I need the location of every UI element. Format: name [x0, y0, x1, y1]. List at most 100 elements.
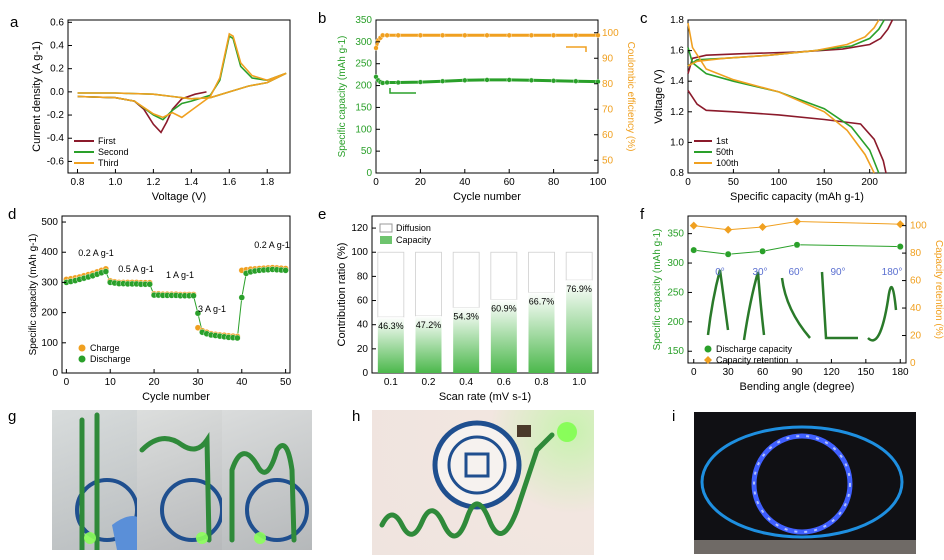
university-seal — [432, 420, 522, 510]
chart-a-series-third — [77, 32, 287, 119]
chart-f-capacity-point — [690, 246, 698, 254]
chart-b-ytick-label: 300 — [355, 37, 372, 48]
chart-e-capacity-bar — [528, 292, 555, 373]
chart-d-rate-annotation: 3 A g-1 — [198, 304, 226, 314]
small-circuit — [517, 425, 531, 437]
chart-e-capacity-bar — [415, 315, 442, 373]
photo-g-bent-drawing — [139, 431, 224, 544]
table-edge — [694, 540, 916, 554]
chart-d-xlabel: Cycle number — [142, 391, 210, 403]
chart-b-ytick-label: 50 — [361, 146, 373, 157]
chart-b-efficiency-point — [573, 32, 579, 38]
chart-b-ytick-label: 150 — [355, 102, 372, 113]
chart-f-xtick-label: 90 — [791, 367, 803, 378]
chart-e-xtick-label: 0.8 — [535, 377, 549, 388]
fiber-battery — [229, 443, 297, 543]
seal-emblem — [464, 452, 490, 478]
chart-d-discharge-point — [102, 268, 110, 275]
chart-d-discharge-point — [194, 310, 202, 317]
photo-h-drawing — [379, 420, 577, 539]
chart-c-ytick-label: 1.4 — [670, 76, 684, 87]
chart-f-retention-point — [689, 221, 698, 230]
chart-d-rate-annotation: 0.2 A g-1 — [78, 248, 114, 258]
chart-f-legend-label: Discharge capacity — [716, 344, 793, 354]
chart-e-capacity-bar — [453, 307, 480, 373]
panel-label-f: f — [640, 206, 645, 223]
chart-e-ytick-label: 60 — [357, 296, 369, 307]
chart-b-capacity-point — [484, 77, 490, 83]
chart-c-xtick-label: 100 — [770, 177, 787, 188]
chart-f-bend-curve — [742, 271, 766, 341]
chart-b-efficiency-point — [417, 32, 424, 38]
chart-a-ytick-label: -0.2 — [47, 110, 65, 121]
chart-d-ytick-label: 300 — [41, 277, 58, 288]
chart-c-series-1st — [687, 89, 887, 174]
chart-b-ytick-label: 250 — [355, 59, 372, 70]
chart-b-capacity-point — [528, 77, 535, 83]
chart-b-y2tick-label: 100 — [602, 28, 619, 39]
chart-f-ylabel: Specific capacity (mAh g-1) — [652, 229, 663, 351]
chart-b-xtick-label: 0 — [373, 177, 379, 188]
panel-label-i: i — [672, 408, 676, 425]
fiber-battery — [139, 431, 212, 543]
chart-d-ytick-label: 200 — [41, 308, 58, 319]
chart-b-ytick-label: 0 — [366, 168, 372, 179]
chart-d-rate-annotation: 0.2 A g-1 — [254, 240, 290, 250]
chart-b-y2tick-label: 50 — [602, 155, 614, 166]
chart-f-xtick-label: 60 — [757, 367, 769, 378]
chart-e-data-label: 76.9% — [566, 284, 592, 294]
chart-b-xtick-label: 100 — [590, 177, 607, 188]
panel-label-a: a — [10, 14, 19, 31]
chart-f-bend-curve — [820, 271, 858, 340]
panel-label-h: h — [352, 408, 361, 425]
chart-f-legend-label: Capacity retention — [716, 355, 789, 365]
chart-b-capacity-point — [380, 80, 386, 86]
chart-a-ytick-label: -0.6 — [47, 156, 65, 167]
chart-b-capacity-point — [550, 78, 557, 84]
chart-e-capacity-bar — [490, 299, 517, 373]
chart-b-y2tick-label: 60 — [602, 130, 614, 141]
chart-b-capacity-point — [506, 77, 512, 83]
chart-d-ytick-label: 500 — [41, 217, 58, 228]
chart-f-bend-curve — [867, 286, 898, 342]
chart-e-ytick-label: 0 — [362, 368, 368, 379]
chart-d-ytick-label: 400 — [41, 247, 58, 258]
chart-a-legend-label: First — [98, 136, 116, 146]
chart-d-ylabel: Specific capacity (mAh g-1) — [28, 234, 39, 356]
spring-fiber-battery — [379, 432, 555, 539]
chart-e-data-label: 46.3% — [378, 321, 404, 331]
chart-c-ytick-label: 1.8 — [670, 15, 684, 26]
photo-g-twisted — [222, 410, 312, 550]
chart-f-xtick-label: 180 — [892, 367, 909, 378]
led-dots — [753, 435, 851, 533]
chart-e-legend-capacity-swatch — [380, 236, 392, 244]
chart-f-xtick-label: 120 — [823, 367, 840, 378]
chart-b-capacity-point — [440, 78, 446, 84]
chart-c-frame — [687, 19, 907, 174]
chart-c-ytick-label: 1.6 — [670, 46, 684, 57]
chart-b-efficiency-point — [440, 32, 446, 38]
chart-d-xtick-label: 0 — [64, 377, 70, 388]
chart-b-efficiency-point — [595, 32, 601, 38]
chart-e-ytick-label: 100 — [351, 247, 368, 258]
glove — [112, 516, 142, 550]
chart-f-retention-point — [758, 222, 767, 231]
chart-b-y2label: Coulombic efficiency (%) — [625, 42, 636, 152]
chart-a-xtick-label: 1.4 — [184, 177, 198, 188]
chart-e-data-label: 60.9% — [491, 303, 517, 313]
chart-f-retention-point — [724, 225, 733, 234]
chart-a-ytick-label: 0.2 — [50, 64, 64, 75]
chart-c-ytick-label: 0.8 — [670, 168, 684, 179]
chart-b-efficiency-point — [384, 32, 390, 38]
chart-b-capacity-point — [417, 79, 424, 85]
chart-a-xtick-label: 1.8 — [260, 177, 274, 188]
chart-e-data-label: 47.2% — [416, 320, 442, 330]
led-glow — [557, 422, 577, 442]
chart-e-frame — [371, 215, 599, 374]
chart-f-xtick-label: 30 — [723, 367, 735, 378]
chart-a-xtick-label: 1.6 — [222, 177, 236, 188]
chart-e-ytick-label: 40 — [357, 320, 369, 331]
chart-f-angle-label: 60° — [788, 267, 803, 278]
chart-d-ytick-label: 100 — [41, 338, 58, 349]
